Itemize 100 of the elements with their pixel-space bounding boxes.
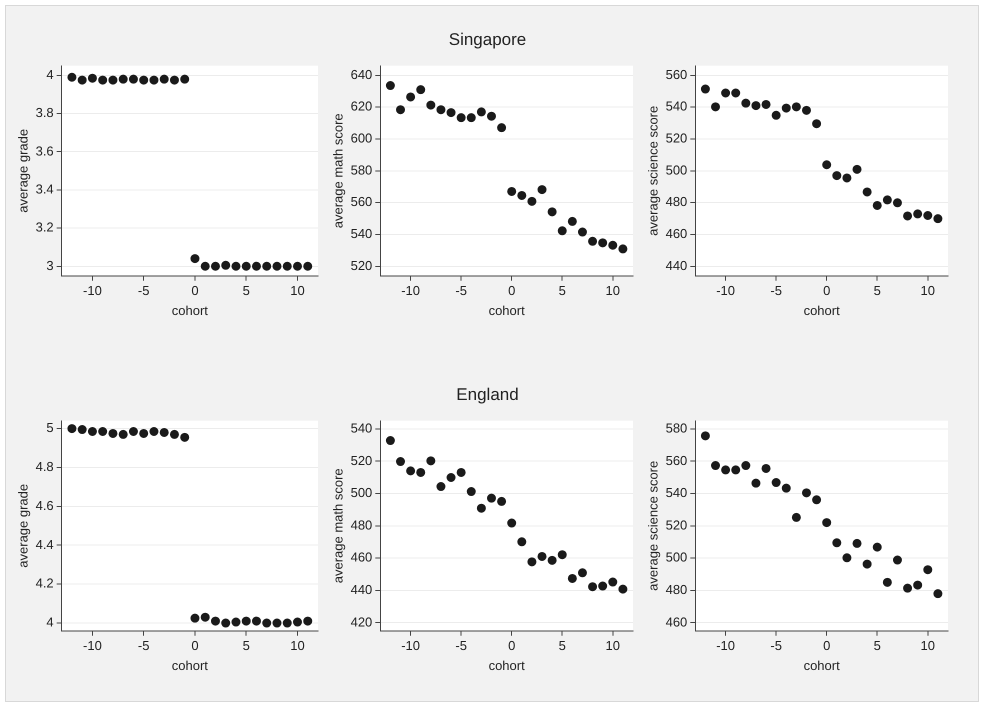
point xyxy=(426,456,436,466)
y-tick-label: 460 xyxy=(666,614,688,630)
chart-title: England xyxy=(455,384,520,406)
point xyxy=(446,108,456,118)
point xyxy=(456,113,466,122)
y-tick-label: 3.2 xyxy=(36,220,54,235)
y-tick-label: 5 xyxy=(46,420,54,436)
point xyxy=(933,214,942,224)
point xyxy=(792,512,801,522)
point xyxy=(923,211,932,220)
y-tick-label: 560 xyxy=(666,452,688,468)
point xyxy=(762,100,771,109)
x-axis-title: cohort xyxy=(172,302,208,318)
point xyxy=(231,262,240,271)
point xyxy=(406,466,416,476)
y-tick-label: 560 xyxy=(350,194,372,210)
point xyxy=(842,173,852,182)
x-axis-title: cohort xyxy=(804,302,840,318)
point xyxy=(568,216,577,226)
point xyxy=(772,110,781,120)
point xyxy=(538,552,547,561)
point xyxy=(731,88,740,98)
point xyxy=(426,100,436,110)
point xyxy=(507,518,516,528)
y-axis-title: average grade xyxy=(15,128,30,213)
point xyxy=(170,76,179,85)
point xyxy=(862,187,872,196)
point xyxy=(517,537,526,546)
y-axis-title: average science score xyxy=(645,106,660,236)
x-tick-label: -5 xyxy=(138,283,150,298)
point xyxy=(731,465,740,474)
point xyxy=(149,426,158,436)
x-tick-label: 0 xyxy=(823,283,830,298)
point xyxy=(282,262,292,271)
y-tick-label: 460 xyxy=(350,550,372,565)
point xyxy=(608,578,618,587)
y-tick-label: 500 xyxy=(666,550,688,565)
point xyxy=(903,584,912,593)
point xyxy=(396,105,406,114)
point xyxy=(598,582,608,591)
point xyxy=(741,461,750,470)
point xyxy=(882,195,892,204)
y-tick-label: 420 xyxy=(350,614,372,630)
y-tick-label: 4 xyxy=(46,66,54,82)
point xyxy=(242,262,251,271)
y-tick-label: 3 xyxy=(46,258,54,273)
point xyxy=(913,209,922,218)
point xyxy=(200,612,210,622)
point xyxy=(446,473,456,482)
point xyxy=(436,105,446,114)
point xyxy=(903,211,912,220)
x-axis-title: cohort xyxy=(488,658,526,673)
point xyxy=(456,468,466,477)
point xyxy=(160,74,169,84)
point xyxy=(812,119,822,128)
x-axis-title: cohort xyxy=(172,658,208,673)
x-tick-label: 5 xyxy=(242,283,250,298)
point xyxy=(558,226,567,236)
y-tick-label: 600 xyxy=(350,130,372,146)
point xyxy=(792,102,801,112)
point xyxy=(108,76,118,85)
point xyxy=(292,262,302,271)
point xyxy=(292,618,302,627)
point xyxy=(139,428,148,438)
point xyxy=(180,432,190,442)
y-axis-title: average math score xyxy=(330,113,346,228)
point xyxy=(711,102,720,112)
point xyxy=(578,568,587,578)
x-axis-title: cohort xyxy=(488,302,526,318)
y-tick-label: 540 xyxy=(666,485,688,500)
x-tick-label: 0 xyxy=(508,638,516,654)
y-tick-label: 540 xyxy=(350,420,372,436)
point xyxy=(700,431,710,440)
point xyxy=(88,74,97,83)
y-tick-label: 4 xyxy=(46,614,54,630)
y-tick-label: 4.6 xyxy=(36,498,54,513)
y-axis-title: average grade xyxy=(15,484,30,568)
point xyxy=(782,484,791,493)
point xyxy=(558,550,567,560)
point xyxy=(822,160,832,170)
y-tick-label: 440 xyxy=(666,258,688,273)
point xyxy=(872,542,882,552)
point xyxy=(282,618,292,628)
x-tick-label: -5 xyxy=(138,638,150,654)
point xyxy=(933,589,942,598)
point xyxy=(892,556,902,565)
y-tick-label: 4.2 xyxy=(36,576,54,591)
point xyxy=(588,582,598,592)
point xyxy=(466,113,476,122)
point xyxy=(852,538,862,548)
x-axis-title: cohort xyxy=(804,658,840,673)
x-tick-label: 10 xyxy=(290,283,305,298)
point xyxy=(190,254,200,264)
point xyxy=(170,430,179,439)
point xyxy=(711,461,720,470)
point xyxy=(231,618,240,627)
point xyxy=(67,424,76,434)
x-tick-label: 5 xyxy=(558,638,566,654)
point xyxy=(842,553,852,562)
point xyxy=(190,614,200,623)
